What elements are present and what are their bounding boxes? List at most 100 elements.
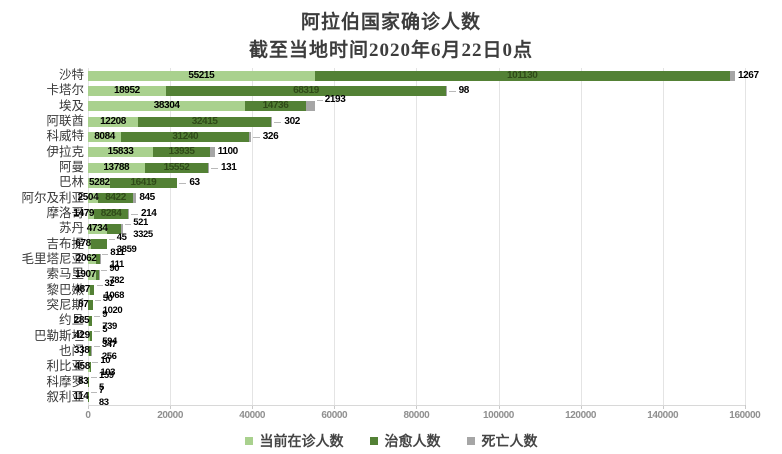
callout-leader-line	[94, 315, 101, 317]
label-deaths: 256	[101, 351, 117, 363]
bar-active	[88, 377, 89, 388]
bar-deaths	[249, 131, 251, 142]
gridline	[662, 68, 664, 405]
label-active: 83	[78, 376, 89, 388]
bar-cured	[245, 101, 306, 112]
gridline	[334, 68, 336, 405]
label-cured: 347	[101, 339, 117, 351]
bar-cured	[314, 70, 730, 81]
legend-item-deaths: 死亡人数	[466, 431, 538, 451]
y-axis-label: 苏丹	[58, 221, 84, 236]
label-cured: 1020	[102, 305, 123, 317]
bar-deaths	[305, 101, 315, 112]
bar-active	[88, 315, 90, 326]
label-cured: 1068	[104, 290, 125, 302]
label-cured: 8284	[100, 207, 122, 219]
label-cured: 782	[109, 274, 125, 286]
bar-active	[88, 300, 89, 311]
chart-subtitle: 截至当地时间2020年6月22日0点	[248, 40, 533, 61]
label-active: 487	[74, 284, 90, 296]
label-deaths: 131	[220, 161, 237, 173]
bar-cured	[89, 331, 93, 342]
x-tick-label: 120000	[565, 410, 597, 421]
y-axis-label: 科威特	[46, 129, 84, 144]
bar-deaths	[121, 223, 124, 234]
deaths-leader-line	[210, 167, 218, 169]
label-deaths: 2193	[324, 94, 346, 106]
label-active: 15833	[107, 146, 134, 158]
axis-tick	[88, 405, 89, 409]
label-cured: 594	[102, 336, 117, 348]
bar-active	[88, 254, 97, 265]
y-axis-label: 叙利亚	[46, 389, 84, 404]
label-cured: 101130	[507, 69, 538, 81]
axis-tick	[334, 405, 336, 409]
bar-active	[88, 285, 90, 296]
label-deaths: 214	[140, 207, 157, 219]
label-deaths: 1100	[217, 146, 239, 158]
legend-label-cured: 治愈人数	[384, 435, 441, 450]
callout-leader-line	[92, 361, 99, 363]
deaths-leader-line	[252, 136, 260, 138]
label-deaths: 10	[100, 354, 111, 366]
bar-active	[88, 392, 89, 403]
bar-active	[88, 85, 166, 96]
callout-leader-line	[90, 392, 97, 394]
legend: 当前在诊人数 治愈人数 死亡人数	[0, 431, 782, 451]
bar-deaths	[208, 162, 209, 173]
axis-tick	[580, 405, 582, 409]
deaths-swatch-icon	[466, 437, 475, 445]
gridline	[416, 68, 418, 405]
label-deaths: 326	[262, 130, 279, 142]
callout-leader-line	[108, 239, 115, 241]
gridline	[580, 68, 582, 405]
label-cured: 32415	[191, 115, 218, 127]
label-deaths: 521	[133, 216, 148, 228]
legend-label-active: 当前在诊人数	[259, 435, 344, 450]
bar-active	[88, 70, 315, 81]
deaths-leader-line	[448, 90, 456, 92]
bar-cured	[165, 85, 447, 96]
chart-title: 阿拉伯国家确诊人数	[300, 12, 481, 33]
label-active: 1479	[73, 207, 95, 219]
label-cured: 103	[100, 366, 115, 378]
label-active: 55215	[188, 69, 215, 81]
x-axis-line	[88, 405, 745, 406]
callout-leader-line	[94, 300, 101, 302]
axis-tick	[252, 405, 254, 409]
cured-swatch-icon	[369, 437, 378, 445]
callout-leader-line	[94, 331, 101, 333]
bar-active	[88, 223, 108, 234]
y-axis-label: 科摩罗	[46, 374, 84, 389]
bar-cured	[89, 361, 91, 372]
label-cured: 8422	[105, 192, 126, 204]
callout-leader-line	[102, 254, 109, 256]
bar-cured	[95, 269, 100, 280]
bar-cured	[138, 116, 272, 127]
x-tick-label: 100000	[483, 410, 514, 421]
label-deaths: 5	[102, 324, 108, 336]
bar-active	[88, 346, 90, 357]
y-axis-label: 约旦	[58, 313, 84, 328]
y-axis-label: 毛里塔尼亚	[21, 251, 84, 266]
legend-item-active: 当前在诊人数	[244, 431, 344, 451]
x-tick-label: 0	[85, 410, 91, 421]
legend-item-cured: 治愈人数	[369, 431, 441, 451]
label-cured: 3325	[133, 228, 153, 240]
bar-active	[88, 162, 145, 173]
label-active: 2504	[77, 192, 99, 204]
deaths-leader-line	[179, 182, 187, 184]
label-active: 8084	[94, 130, 115, 142]
bar-deaths	[210, 147, 215, 158]
axis-tick	[662, 405, 664, 409]
label-deaths: 111	[110, 259, 124, 271]
bar-cured	[144, 162, 209, 173]
bar-active	[88, 239, 91, 250]
gridline	[170, 68, 172, 405]
label-cured: 739	[102, 320, 117, 332]
bar-cured	[98, 193, 133, 204]
label-cured: 68319	[293, 84, 319, 96]
y-axis-label: 伊拉克	[46, 144, 84, 159]
label-deaths: 32	[104, 278, 115, 290]
